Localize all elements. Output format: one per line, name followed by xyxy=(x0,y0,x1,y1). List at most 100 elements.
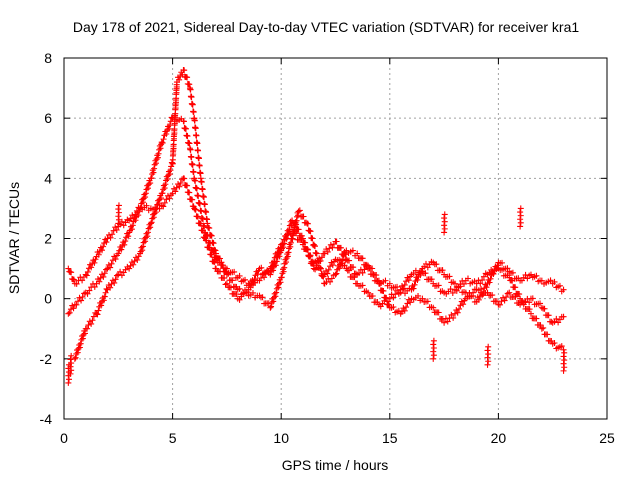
data-point xyxy=(527,310,534,317)
data-point-interp xyxy=(540,324,547,331)
data-point-interp xyxy=(159,190,166,197)
data-point xyxy=(441,319,448,326)
data-point-interp xyxy=(91,259,98,266)
data-point-interp xyxy=(74,298,81,305)
data-point xyxy=(332,271,339,278)
y-tick-label: 2 xyxy=(44,231,52,247)
data-point-interp xyxy=(501,297,508,304)
data-point-interp xyxy=(157,145,164,152)
data-point-interp xyxy=(418,268,425,275)
data-point-interp xyxy=(208,232,215,239)
data-point-interp xyxy=(181,175,188,182)
y-tick-label: 8 xyxy=(44,50,52,66)
data-point-interp xyxy=(89,317,96,324)
data-point-interp xyxy=(149,215,156,222)
data-point-interp xyxy=(117,268,124,275)
data-point xyxy=(441,222,448,229)
data-point-interp xyxy=(287,239,294,246)
data-point-interp xyxy=(518,297,525,304)
data-point xyxy=(441,215,448,222)
data-point-interp xyxy=(101,270,108,277)
data-point-interp xyxy=(177,179,184,186)
data-point-interp xyxy=(457,283,464,290)
data-point xyxy=(561,364,568,371)
data-point-interp xyxy=(509,269,516,276)
data-point-interp xyxy=(187,86,194,93)
data-point xyxy=(538,277,545,284)
data-point-interp xyxy=(250,279,257,286)
data-point-interp xyxy=(327,278,334,285)
data-point-interp xyxy=(456,305,463,312)
data-point-interp xyxy=(283,235,290,242)
data-point xyxy=(213,250,220,257)
data-point-interp xyxy=(522,271,529,278)
data-point-interp xyxy=(480,273,487,280)
data-point-interp xyxy=(118,246,125,253)
data-point-interp xyxy=(158,195,165,202)
data-point-interp xyxy=(415,292,422,299)
data-point-interp xyxy=(541,305,548,312)
data-point-interp xyxy=(545,312,552,319)
data-point-interp xyxy=(72,354,79,361)
data-point-interp xyxy=(273,289,280,296)
data-point-interp xyxy=(73,301,80,308)
data-point-interp xyxy=(173,184,180,191)
data-point-interp xyxy=(548,338,555,345)
data-point-interp xyxy=(139,243,146,250)
data-point-interp xyxy=(380,287,387,294)
data-point-interp xyxy=(99,271,106,278)
data-point-interp xyxy=(236,296,243,303)
data-point-interp xyxy=(526,306,533,313)
data-point-interp xyxy=(95,307,102,314)
data-point-interp xyxy=(190,109,197,116)
data-point-interp xyxy=(74,349,81,356)
data-point-interp xyxy=(128,226,135,233)
data-point-interp xyxy=(499,259,506,266)
data-point-interp xyxy=(70,276,77,283)
data-point xyxy=(115,202,122,209)
data-point-interp xyxy=(189,196,196,203)
data-point-interp xyxy=(88,264,95,271)
data-point xyxy=(441,218,448,225)
data-point xyxy=(517,219,524,226)
data-point-interp xyxy=(243,288,250,295)
data-point-interp xyxy=(411,281,418,288)
data-point-interp xyxy=(163,177,170,184)
data-point-interp xyxy=(84,268,91,275)
data-point-interp xyxy=(163,196,170,203)
x-tick-label: 5 xyxy=(169,430,177,446)
data-point-interp xyxy=(144,185,151,192)
data-point-interp xyxy=(320,273,327,280)
data-point-interp xyxy=(399,308,406,315)
data-point-interp xyxy=(143,186,150,193)
data-point-interp xyxy=(273,258,280,265)
data-point xyxy=(441,211,448,218)
data-point-interp xyxy=(504,265,511,272)
data-point-interp xyxy=(121,241,128,248)
data-point-interp xyxy=(201,223,208,230)
data-point-interp xyxy=(170,185,177,192)
data-point-interp xyxy=(168,159,175,166)
data-point-interp xyxy=(453,307,460,314)
data-point-interp xyxy=(370,271,377,278)
y-tick-label: 4 xyxy=(44,170,52,186)
data-point-interp xyxy=(190,169,197,176)
data-point-interp xyxy=(363,261,370,268)
data-point-interp xyxy=(285,230,292,237)
data-point-interp xyxy=(188,154,195,161)
data-point-interp xyxy=(249,289,256,296)
data-point-interp xyxy=(493,266,500,273)
data-point-interp xyxy=(285,249,292,256)
data-point-interp xyxy=(100,273,107,280)
data-point-interp xyxy=(78,297,85,304)
data-point-interp xyxy=(94,311,101,318)
data-point-interp xyxy=(193,132,200,139)
data-point-interp xyxy=(95,251,102,258)
data-point-interp xyxy=(153,205,160,212)
data-point-interp xyxy=(313,250,320,257)
data-point xyxy=(386,280,393,287)
data-point-interp xyxy=(336,265,343,272)
data-point-interp xyxy=(76,344,83,351)
data-point-interp xyxy=(487,275,494,282)
data-point-interp xyxy=(166,195,173,202)
